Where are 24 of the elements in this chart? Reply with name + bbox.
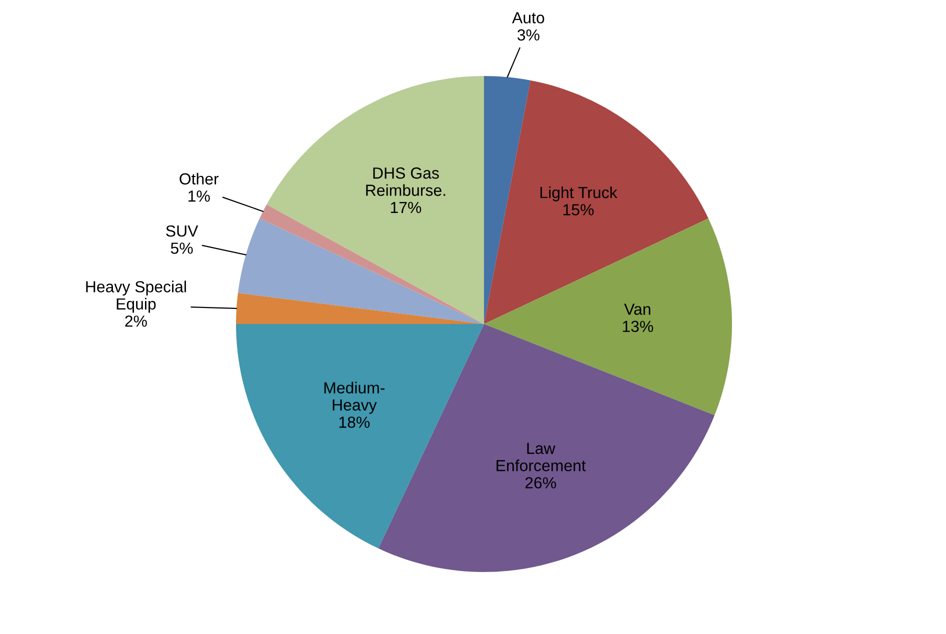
slice-label: Law Enforcement — [496, 442, 586, 472]
slice-label: SUV — [166, 225, 198, 237]
pie-slice — [484, 76, 530, 324]
data-label: 18% — [339, 416, 370, 428]
data-label: 3% — [518, 29, 540, 41]
slice-label: Van — [624, 304, 650, 315]
data-label: 15% — [563, 204, 594, 216]
slice-label: Medium- Heavy — [324, 382, 385, 414]
data-label: 1% — [188, 190, 210, 202]
slice-label: Other — [180, 172, 219, 185]
pie-slice — [484, 218, 732, 416]
data-label: 13% — [622, 320, 654, 332]
data-label: 17% — [390, 202, 422, 214]
pie-slice — [236, 292, 484, 324]
data-label: 2% — [125, 315, 147, 327]
slice-label: Light Truck — [540, 186, 618, 202]
slice-label: Auto — [512, 12, 544, 24]
pie-slice — [266, 76, 484, 324]
pie-slice — [238, 218, 484, 324]
slice-label: DHS Gas Reimburse. — [366, 167, 446, 196]
slice-label: Heavy Special Equip — [86, 280, 186, 313]
data-label: 5% — [170, 242, 193, 254]
pie-slice — [236, 324, 484, 548]
data-label: 26% — [525, 477, 556, 488]
